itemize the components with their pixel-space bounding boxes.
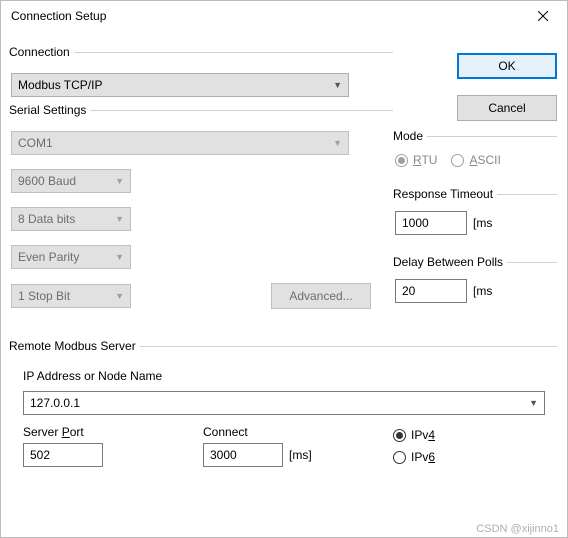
- connect-timeout-label: Connect: [203, 425, 393, 439]
- delay-unit: [ms: [473, 284, 492, 298]
- radio-icon: [395, 154, 408, 167]
- server-port-input[interactable]: 502: [23, 443, 103, 467]
- advanced-button: Advanced...: [271, 283, 371, 309]
- mode-group: Mode RTU ASCII: [395, 129, 557, 173]
- titlebar: Connection Setup: [1, 1, 567, 31]
- chevron-down-icon: ▼: [529, 398, 538, 408]
- databits-select: 8 Data bits ▼: [11, 207, 131, 231]
- response-timeout-group: Response Timeout 1000 [ms: [395, 187, 557, 241]
- chevron-down-icon: ▼: [115, 214, 124, 224]
- connect-timeout-unit: [ms]: [289, 448, 312, 462]
- connection-value: Modbus TCP/IP: [18, 78, 102, 92]
- parity-select: Even Parity ▼: [11, 245, 131, 269]
- window-title: Connection Setup: [11, 9, 106, 23]
- chevron-down-icon: ▼: [115, 252, 124, 262]
- delay-group: Delay Between Polls 20 [ms: [395, 255, 557, 309]
- chevron-down-icon: ▼: [115, 291, 124, 301]
- radio-icon: [393, 429, 406, 442]
- radio-icon: [393, 451, 406, 464]
- mode-ascii-radio: ASCII: [451, 153, 500, 167]
- connection-group: Connection Modbus TCP/IP ▼: [11, 45, 393, 103]
- stopbits-select: 1 Stop Bit ▼: [11, 284, 131, 308]
- ip-address-value: 127.0.0.1: [30, 396, 80, 410]
- mode-rtu-radio: RTU: [395, 153, 437, 167]
- ipv6-label: IPv6: [411, 450, 435, 464]
- baud-value: 9600 Baud: [18, 174, 76, 188]
- serial-port-select: COM1 ▼: [11, 131, 349, 155]
- ip-address-label: IP Address or Node Name: [23, 369, 557, 383]
- serial-port-value: COM1: [18, 136, 53, 150]
- ipv6-radio[interactable]: IPv6: [393, 450, 435, 464]
- mode-legend: Mode: [393, 129, 427, 143]
- remote-server-group: Remote Modbus Server IP Address or Node …: [11, 339, 557, 473]
- delay-legend: Delay Between Polls: [393, 255, 507, 269]
- serial-settings-legend: Serial Settings: [9, 103, 90, 117]
- server-port-label: Server Port: [23, 425, 203, 439]
- ok-button[interactable]: OK: [457, 53, 557, 79]
- serial-settings-group: Serial Settings COM1 ▼ 9600 Baud ▼ 8 Dat…: [11, 103, 393, 329]
- close-button[interactable]: [523, 2, 563, 30]
- chevron-down-icon: ▼: [333, 80, 342, 90]
- remote-server-legend: Remote Modbus Server: [9, 339, 140, 353]
- response-timeout-unit: [ms: [473, 216, 492, 230]
- chevron-down-icon: ▼: [115, 176, 124, 186]
- parity-value: Even Parity: [18, 250, 79, 264]
- server-port-value: 502: [30, 448, 50, 462]
- watermark: CSDN @xijinno1: [476, 523, 559, 535]
- response-timeout-value: 1000: [402, 216, 429, 230]
- client-area: Connection Modbus TCP/IP ▼ OK Cancel Ser…: [1, 31, 567, 537]
- delay-input[interactable]: 20: [395, 279, 467, 303]
- radio-icon: [451, 154, 464, 167]
- chevron-down-icon: ▼: [333, 138, 342, 148]
- mode-rtu-label: RTU: [413, 153, 437, 167]
- response-timeout-legend: Response Timeout: [393, 187, 497, 201]
- connection-select[interactable]: Modbus TCP/IP ▼: [11, 73, 349, 97]
- close-icon: [538, 11, 548, 21]
- ipv4-radio[interactable]: IPv4: [393, 428, 435, 442]
- delay-value: 20: [402, 284, 415, 298]
- connect-timeout-value: 3000: [210, 448, 237, 462]
- mode-ascii-label: ASCII: [469, 153, 500, 167]
- ipv4-label: IPv4: [411, 428, 435, 442]
- connection-legend: Connection: [9, 45, 74, 59]
- connect-timeout-input[interactable]: 3000: [203, 443, 283, 467]
- stopbits-value: 1 Stop Bit: [18, 289, 70, 303]
- ip-address-combo[interactable]: 127.0.0.1 ▼: [23, 391, 545, 415]
- databits-value: 8 Data bits: [18, 212, 75, 226]
- baud-select: 9600 Baud ▼: [11, 169, 131, 193]
- response-timeout-input[interactable]: 1000: [395, 211, 467, 235]
